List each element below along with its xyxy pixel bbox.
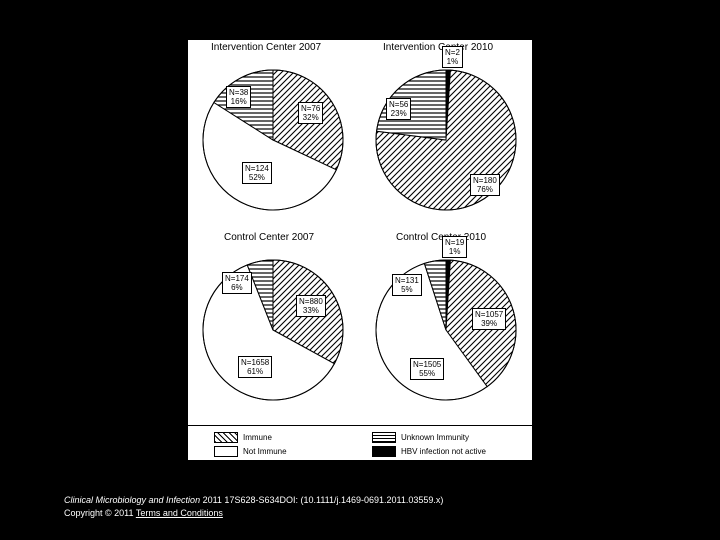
legend: Immune Not Immune Unknown Immunity HBV infe… [188, 425, 532, 460]
slice-label-cc2010-hbv: N=191% [442, 236, 467, 258]
legend-label: Immune [243, 433, 272, 442]
legend-swatch-horiz [372, 432, 396, 443]
chart-title-ic2007: Intervention Center 2007 [211, 42, 321, 53]
legend-swatch-diag [214, 432, 238, 443]
slice-label-cc2010-not-immune: N=150555% [410, 358, 444, 380]
legend-item-black: HBV infection not active [372, 446, 486, 457]
terms-link[interactable]: Terms and Conditions [136, 508, 223, 518]
copyright-text: Copyright © 2011 [64, 508, 136, 518]
slice-label-ic2007-unknown: N=3816% [226, 86, 251, 108]
slice-label-ic2007-immune: N=7632% [298, 102, 323, 124]
legend-swatch-black [372, 446, 396, 457]
slice-label-cc2010-immune: N=105739% [472, 308, 506, 330]
slice-label-cc2007-unknown: N=1746% [222, 272, 252, 294]
slice-label-cc2007-immune: N=88033% [296, 295, 326, 317]
chart-title-cc2007: Control Center 2007 [224, 232, 314, 243]
slice-label-ic2010-unknown: N=5623% [386, 98, 411, 120]
footer-citation: Clinical Microbiology and Infection 2011… [64, 494, 443, 507]
journal-name: Clinical Microbiology and Infection [64, 495, 200, 505]
citation-text: 2011 17S628-S634DOI: (10.1111/j.1469-069… [200, 495, 443, 505]
legend-label: Unknown Immunity [401, 433, 469, 442]
slice-label-cc2007-not-immune: N=165861% [238, 356, 272, 378]
slice-label-cc2010-unknown: N=1315% [392, 274, 422, 296]
legend-item-diag: Immune [214, 432, 272, 443]
footer: Clinical Microbiology and Infection 2011… [64, 494, 443, 520]
footer-copyright-line: Copyright © 2011 Terms and Conditions [64, 507, 443, 520]
figure-panel: Intervention Center 2007 Intervention Cen… [188, 40, 532, 460]
slice-label-ic2010-immune: N=18076% [470, 174, 500, 196]
legend-item-white: Not Immune [214, 446, 287, 457]
slice-label-ic2010-hbv: N=21% [442, 46, 463, 68]
legend-label: Not Immune [243, 447, 287, 456]
legend-item-horiz: Unknown Immunity [372, 432, 469, 443]
legend-swatch-white [214, 446, 238, 457]
chart-title-ic2010: Intervention Center 2010 [383, 42, 493, 53]
legend-label: HBV infection not active [401, 447, 486, 456]
slice-label-ic2007-not-immune: N=12452% [242, 162, 272, 184]
